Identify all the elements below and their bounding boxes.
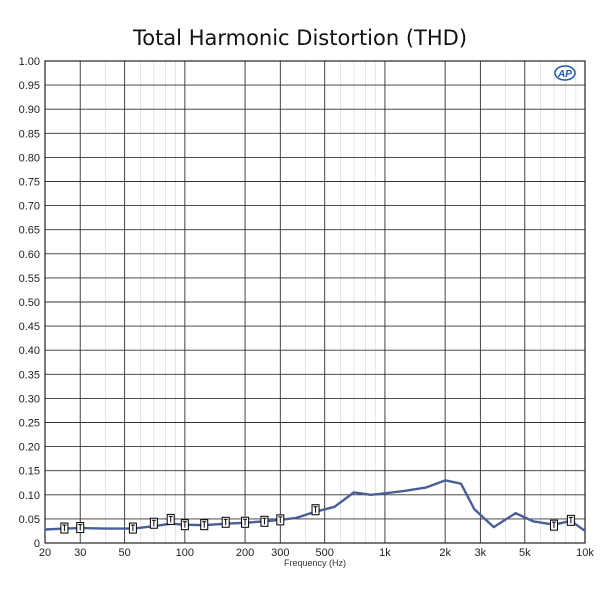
- y-tick-label: 0.35: [19, 369, 40, 381]
- y-tick-label: 0.50: [19, 297, 40, 309]
- data-marker: [128, 522, 137, 534]
- x-tick-label: 100: [176, 547, 194, 559]
- data-marker: [60, 522, 69, 534]
- y-tick-label: 0.45: [19, 321, 40, 333]
- x-tick-label: 500: [316, 547, 334, 559]
- x-tick-label: 50: [118, 547, 130, 559]
- data-marker: [311, 504, 320, 516]
- grid-lines: [45, 61, 585, 543]
- x-tick-label: 2k: [439, 547, 451, 559]
- chart-title: Total Harmonic Distortion (THD): [132, 26, 468, 50]
- y-tick-label: 0.80: [19, 152, 40, 164]
- y-tick-label: 0.10: [19, 490, 40, 502]
- x-axis-label: Frequency (Hz): [284, 558, 346, 568]
- y-tick-label: 0.85: [19, 128, 40, 140]
- x-tick-label: 5k: [519, 547, 531, 559]
- y-tick-label: 0.60: [19, 249, 40, 261]
- data-marker: [221, 516, 230, 528]
- marker-group: [60, 504, 575, 534]
- logo-text: AP: [557, 69, 572, 80]
- data-marker: [166, 513, 175, 525]
- y-tick-label: 1.00: [19, 56, 40, 68]
- x-tick-label: 300: [271, 547, 289, 559]
- y-tick-label: 0.90: [19, 104, 40, 116]
- y-tick-label: 0.40: [19, 345, 40, 357]
- data-marker: [180, 519, 189, 531]
- data-marker: [241, 516, 250, 528]
- y-tick-label: 0.25: [19, 418, 40, 430]
- y-tick-label: 0.75: [19, 177, 40, 189]
- logo-ring: [554, 65, 576, 81]
- data-marker: [276, 514, 285, 526]
- y-tick-label: 0.05: [19, 514, 40, 526]
- y-tick-label: 0.65: [19, 225, 40, 237]
- tick-labels: 0 0.05 0.10 0.15 0.20 0.25 0.30 0.35 0.40 0.45 0.5…: [19, 56, 595, 559]
- y-tick-label: 0.30: [19, 393, 40, 405]
- x-tick-label: 1k: [379, 547, 391, 559]
- y-tick-label: 0.70: [19, 201, 40, 213]
- y-tick-label: 0.95: [19, 80, 40, 92]
- data-marker: [76, 522, 85, 534]
- data-marker: [200, 519, 209, 531]
- data-marker: [260, 515, 269, 527]
- data-marker: [149, 517, 158, 529]
- x-tick-label: 30: [74, 547, 86, 559]
- y-tick-label: 0.15: [19, 466, 40, 478]
- plot-area: [44, 60, 586, 544]
- x-tick-label: 200: [236, 547, 254, 559]
- x-tick-label: 20: [39, 547, 51, 559]
- y-tick-label: 0: [34, 538, 40, 550]
- x-tick-label: 3k: [475, 547, 487, 559]
- x-tick-label: 10k: [576, 547, 594, 559]
- data-marker: [550, 519, 559, 531]
- ap-logo: AP: [554, 65, 576, 81]
- data-marker: [566, 514, 575, 526]
- y-tick-label: 0.55: [19, 273, 40, 285]
- y-tick-label: 0.20: [19, 442, 40, 454]
